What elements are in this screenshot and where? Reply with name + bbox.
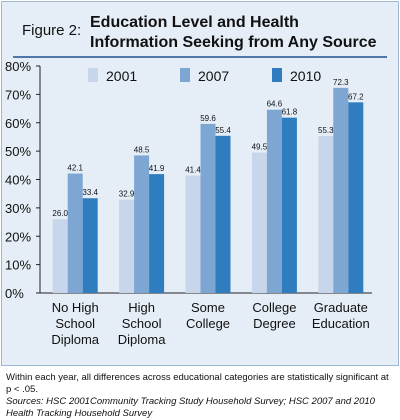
x-tick-label: Degree — [253, 316, 296, 331]
x-tick-label: College — [252, 300, 296, 315]
y-tick-label: 30% — [5, 201, 31, 216]
bar-value-label: 26.0 — [52, 209, 68, 218]
y-tick-label: 50% — [5, 144, 31, 159]
bar — [348, 102, 364, 293]
footnote: Within each year, all differences across… — [6, 372, 396, 420]
bar — [134, 155, 150, 293]
legend-label: 2001 — [106, 68, 137, 84]
bar — [149, 174, 165, 293]
bar-value-label: 33.4 — [82, 188, 98, 197]
bar — [52, 219, 68, 293]
bar — [200, 123, 216, 293]
legend-label: 2007 — [198, 68, 229, 84]
x-tick-label: Graduate — [314, 300, 368, 315]
y-tick-label: 70% — [5, 87, 31, 102]
bar-value-label: 64.6 — [267, 100, 283, 109]
bar-value-label: 61.8 — [282, 108, 298, 117]
bar — [333, 87, 349, 293]
bar — [251, 152, 267, 293]
bar-value-label: 32.9 — [119, 190, 135, 199]
x-tick-label: College — [186, 316, 230, 331]
legend-swatch — [272, 68, 282, 82]
bar-value-label: 42.1 — [67, 164, 83, 173]
y-tick-label: 80% — [5, 59, 31, 74]
bar — [215, 135, 231, 293]
x-tick-label: Education — [312, 316, 370, 331]
y-tick-label: 20% — [5, 229, 31, 244]
bar — [266, 109, 282, 293]
x-tick-label: School — [55, 316, 95, 331]
legend-swatch — [88, 68, 98, 82]
bar-value-label: 48.5 — [134, 145, 150, 154]
y-tick-label: 40% — [5, 173, 31, 188]
bar-value-label: 55.4 — [215, 126, 231, 135]
y-tick-label: 10% — [5, 258, 31, 273]
bar — [119, 199, 135, 293]
title-divider — [13, 56, 387, 58]
significance-note: Within each year, all differences across… — [6, 372, 389, 395]
bar — [318, 136, 334, 293]
x-tick-label: Diploma — [118, 332, 166, 347]
bar-value-label: 41.4 — [185, 166, 201, 175]
figure-title: Education Level and Health Information S… — [90, 14, 377, 51]
x-tick-label: No High — [52, 300, 99, 315]
x-tick-label: Some — [191, 300, 225, 315]
bar — [281, 117, 297, 293]
x-tick-label: High — [128, 300, 155, 315]
bar-value-label: 72.3 — [333, 78, 349, 87]
bar-value-label: 49.5 — [252, 143, 268, 152]
figure-label: Figure 2: — [22, 22, 82, 39]
x-tick-label: School — [122, 316, 162, 331]
bar — [185, 175, 201, 293]
bar — [67, 173, 83, 293]
bar-value-label: 59.6 — [200, 114, 216, 123]
bar-value-label: 55.3 — [318, 126, 334, 135]
y-tick-label: 60% — [5, 116, 31, 131]
x-tick-label: Diploma — [51, 332, 99, 347]
legend-swatch — [180, 68, 190, 82]
bar-chart: 0% 10% 20% 30% 40% 50% 60% 70% 80% 2001 2007 2010 26… — [5, 59, 372, 347]
bar — [82, 198, 98, 293]
sources-note: Sources: HSC 2001Community Tracking Stud… — [6, 396, 375, 419]
legend-label: 2010 — [290, 68, 321, 84]
bar-value-label: 67.2 — [348, 92, 364, 101]
y-tick-label: 0% — [5, 286, 24, 301]
bar-value-label: 41.9 — [149, 164, 165, 173]
